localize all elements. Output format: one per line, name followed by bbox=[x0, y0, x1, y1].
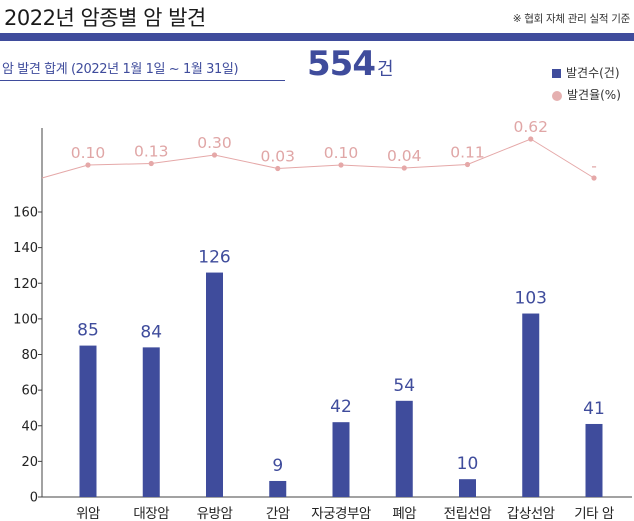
y-tick-label: 80 bbox=[21, 348, 38, 363]
rate-point bbox=[464, 161, 471, 168]
rate-point bbox=[528, 136, 534, 142]
rate-value-label: 0.10 bbox=[71, 144, 106, 162]
summary-total: 554 건 bbox=[307, 44, 394, 84]
rate-value-label: 0.04 bbox=[387, 147, 422, 165]
rate-line bbox=[41, 138, 595, 179]
header-bar bbox=[0, 33, 634, 41]
bar-value-label: 126 bbox=[198, 248, 230, 268]
y-tick-label: 20 bbox=[21, 455, 38, 470]
y-tick-label: 60 bbox=[21, 384, 38, 399]
bar bbox=[395, 400, 413, 497]
y-tick-label: 160 bbox=[13, 206, 38, 221]
x-tick-label: 자궁경부암 bbox=[311, 506, 371, 521]
rate-value-label: 0.30 bbox=[197, 134, 232, 152]
rate-value-label: 0.13 bbox=[134, 143, 169, 161]
chart-title: 2022년 암종별 암 발견 bbox=[4, 6, 206, 30]
summary-underline bbox=[0, 80, 285, 81]
rate-value-label: 0.10 bbox=[324, 144, 359, 162]
bar bbox=[459, 479, 476, 497]
bar-value-label: 103 bbox=[515, 289, 547, 309]
x-tick-label: 간암 bbox=[266, 506, 290, 521]
y-tick-label: 140 bbox=[13, 241, 38, 256]
y-tick-label: 0 bbox=[30, 491, 38, 506]
rate-line-group: 0.10 0.13 0.30 0.03 0.10 0.04 0.11 0.62 - bbox=[41, 118, 597, 181]
y-tick-label: 40 bbox=[21, 419, 38, 434]
y-tick-label: 100 bbox=[13, 312, 38, 327]
rate-point bbox=[148, 160, 154, 167]
bar bbox=[522, 313, 540, 497]
footnote: ※ 협회 자체 관리 실적 기준 bbox=[512, 13, 631, 25]
rate-value-label: - bbox=[591, 157, 597, 175]
rate-point bbox=[591, 175, 597, 181]
rate-point bbox=[211, 152, 218, 158]
bar bbox=[585, 423, 603, 497]
bar bbox=[79, 345, 97, 497]
bar-value-label: 41 bbox=[583, 399, 605, 419]
bar-value-label: 9 bbox=[272, 456, 283, 476]
legend-item-rate: 발견율(%) bbox=[552, 86, 621, 103]
bar-value-label: 54 bbox=[393, 376, 415, 396]
summary-value: 554 bbox=[307, 44, 376, 84]
rate-point bbox=[275, 165, 281, 172]
legend-swatch-dot bbox=[552, 90, 562, 101]
bars: 85 84 126 9 42 54 10 103 41 bbox=[77, 248, 605, 497]
bar bbox=[206, 272, 223, 497]
rate-point bbox=[85, 162, 91, 168]
rate-value-label: 0.11 bbox=[450, 144, 485, 162]
bar bbox=[269, 480, 287, 497]
bar-value-label: 42 bbox=[330, 397, 352, 417]
x-tick-label: 대장암 bbox=[133, 506, 169, 521]
y-tick-label: 120 bbox=[13, 277, 38, 292]
summary-unit: 건 bbox=[376, 59, 394, 80]
legend-item-count: 발견수(건) bbox=[552, 64, 620, 81]
x-tick-label: 유방암 bbox=[197, 506, 233, 521]
x-tick-label: 위암 bbox=[76, 506, 100, 521]
legend-label-count: 발견수(건) bbox=[566, 66, 620, 80]
x-tick-label: 전립선암 bbox=[444, 506, 492, 521]
rate-point bbox=[401, 165, 407, 171]
bar-value-label: 10 bbox=[457, 454, 479, 474]
rate-point bbox=[338, 162, 344, 168]
bar-value-label: 85 bbox=[77, 321, 99, 341]
bar-value-label: 84 bbox=[140, 322, 162, 342]
rate-value-label: 0.62 bbox=[513, 118, 548, 136]
bar bbox=[142, 347, 160, 497]
x-tick-label: 기타 암 bbox=[574, 506, 614, 521]
bar bbox=[332, 422, 350, 497]
x-tick-label: 폐암 bbox=[392, 506, 416, 521]
summary-label: 암 발견 합계 (2022년 1월 1일 ~ 1월 31일) bbox=[2, 62, 239, 77]
rate-value-label: 0.03 bbox=[260, 148, 295, 166]
legend-swatch-bar bbox=[552, 69, 561, 78]
legend-label-rate: 발견율(%) bbox=[567, 88, 621, 102]
x-tick-label: 갑상선암 bbox=[507, 506, 555, 521]
